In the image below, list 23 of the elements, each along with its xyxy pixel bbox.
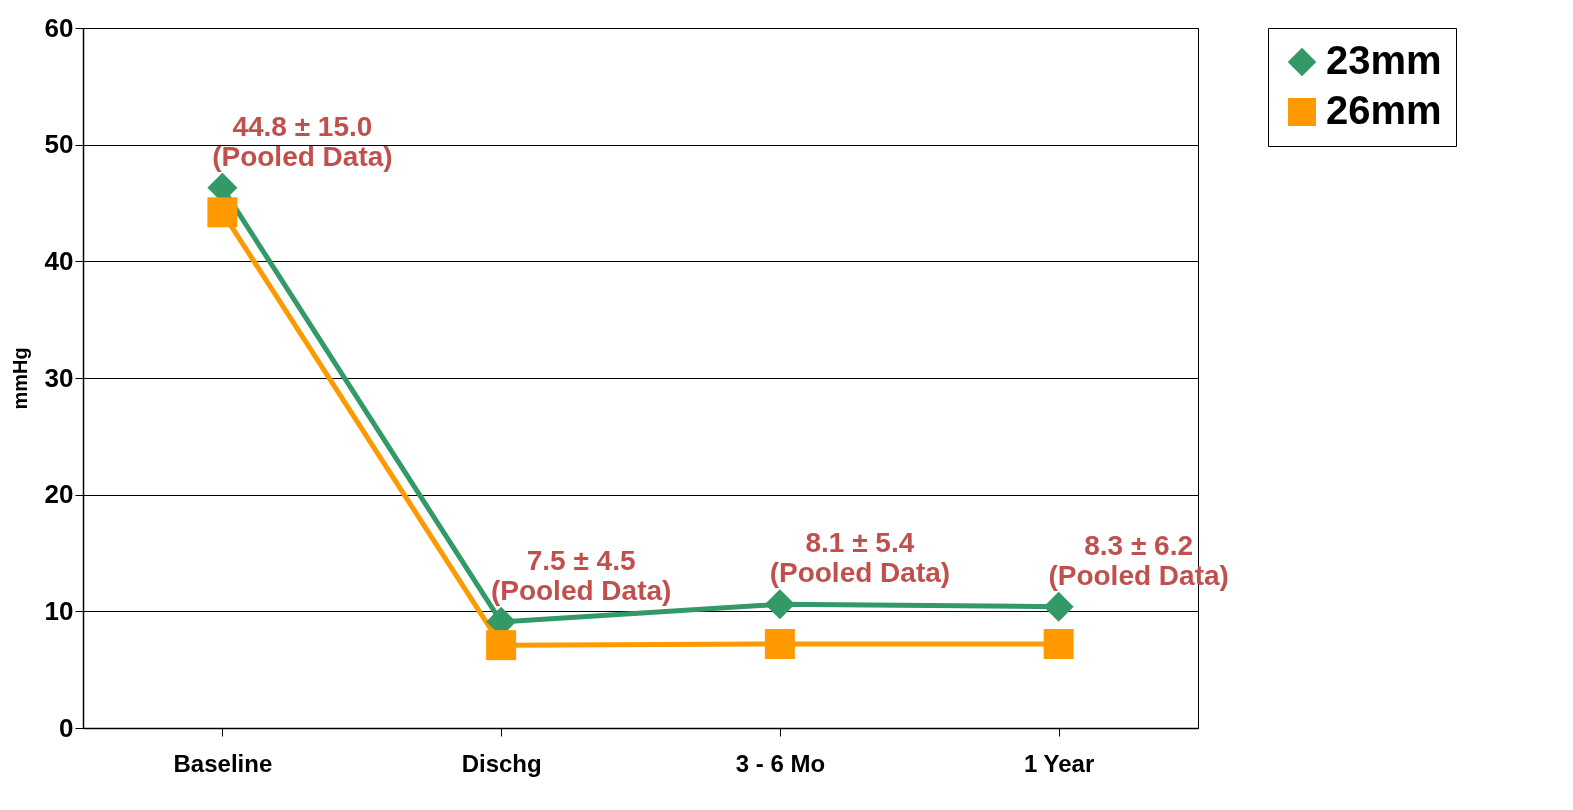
legend-label: 26mm <box>1326 88 1442 132</box>
y-tick-label: 30 <box>44 362 74 393</box>
x-tick-label: 1 Year <box>1023 749 1095 777</box>
y-axis-title: mmHg <box>8 347 31 410</box>
y-tick-label: 50 <box>44 129 74 160</box>
x-tick-label: Baseline <box>173 749 273 777</box>
y-tick-label: 60 <box>44 12 74 43</box>
point <box>764 629 795 659</box>
y-tick-label: 20 <box>44 479 74 510</box>
point <box>486 630 517 661</box>
annotation: 44.8 ± 15.0 (Pooled Data) <box>212 110 393 172</box>
annotation: 7.5 ± 4.5 (Pooled Data) <box>490 544 672 606</box>
y-tick-label: 40 <box>44 245 74 276</box>
point <box>1043 591 1074 622</box>
annotation: 8.1 ± 5.4 (Pooled Data) <box>769 527 951 589</box>
y-tick-label: 0 <box>59 712 74 743</box>
point <box>207 197 238 228</box>
point <box>764 589 795 620</box>
legend-label: 23mm <box>1326 38 1442 82</box>
x-tick-label: 3 - 6 Mo <box>735 749 826 777</box>
x-tick-label: Dischg <box>461 749 542 777</box>
point <box>1043 629 1074 659</box>
y-tick-label: 10 <box>44 595 74 626</box>
